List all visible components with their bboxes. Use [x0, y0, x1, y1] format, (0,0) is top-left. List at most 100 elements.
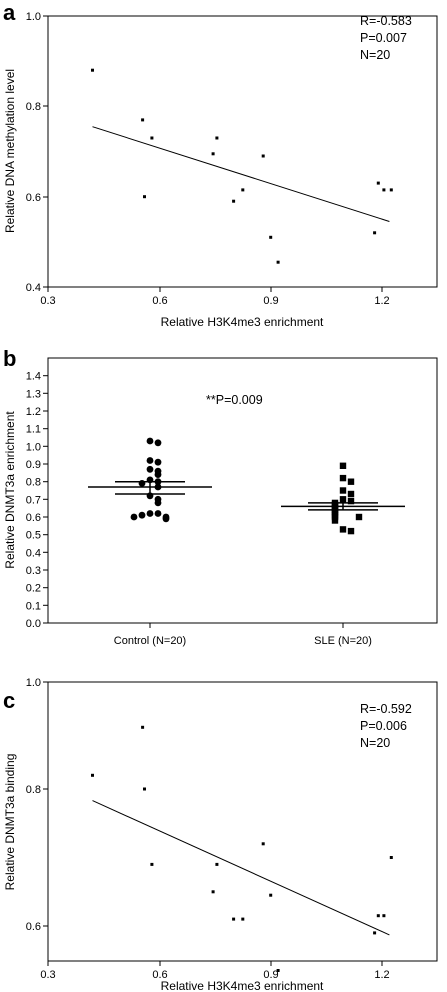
- panel-b-control-point: [146, 465, 154, 473]
- panel-a-x-axis-label: Relative H3K4me3 enrichment: [161, 315, 324, 329]
- panel-b-y-tick-label: 0.7: [26, 494, 41, 506]
- panel-c-data-point: [389, 856, 393, 859]
- panel-a-data-point: [389, 188, 393, 192]
- panel-b-control-point: [162, 515, 170, 523]
- panel-c-letter: c: [3, 688, 15, 713]
- panel-a-data-point: [215, 136, 219, 140]
- panel-b-control-point: [154, 439, 162, 447]
- panel-a-annotation-p: P=0.007: [360, 31, 407, 45]
- panel-b-sle-point: [339, 496, 347, 503]
- panel-c-data-point: [211, 890, 215, 894]
- panel-b-letter: b: [3, 346, 16, 371]
- panel-c-x-axis-label: Relative H3K4me3 enrichment: [161, 979, 324, 992]
- panel-b-y-ticks: 0.0 0.1 0.2 0.3 0.4 0.5 0.6 0.7 0.8 0.9 1.0 1.1 1.2 1…: [26, 371, 48, 630]
- panel-b-y-tick-label: 1.2: [26, 406, 41, 418]
- panel-c-annotation-n: N=20: [360, 736, 390, 750]
- panel-c-data-point: [376, 914, 380, 918]
- panel-b-category-label: SLE (N=20): [314, 635, 372, 647]
- panel-a-x-tick-label: 1.2: [374, 295, 389, 307]
- panel-b-y-tick-label: 0.0: [26, 618, 41, 630]
- panel-b-sle-point: [347, 497, 355, 505]
- panel-c-frame: [47, 681, 438, 962]
- panel-a-y-axis-label: Relative DNA methylation level: [3, 69, 17, 233]
- panel-b-y-tick-label: 0.5: [26, 530, 41, 542]
- panel-a-x-ticks: 0.3 0.6 0.9 1.2: [40, 287, 390, 307]
- panel-c-x-tick-label: 0.9: [263, 969, 278, 981]
- panel-a-x-tick-label: 0.3: [40, 295, 55, 307]
- panel-a-data-point: [382, 188, 386, 192]
- panel-a-data-point: [276, 260, 280, 264]
- panel-c-x-tick-label: 1.2: [374, 969, 389, 981]
- panel-b-control-point: [154, 458, 162, 466]
- panel-a-data-point: [241, 188, 245, 192]
- panel-b-control-point: [146, 437, 154, 445]
- panel-a-data-point: [232, 199, 236, 203]
- panel-b-sle-point: [339, 487, 347, 494]
- panel-b-control-point: [154, 499, 162, 507]
- panel-b-control-point: [154, 471, 162, 478]
- panel-b-control-point: [154, 478, 162, 486]
- panel-a-data-point: [150, 136, 154, 140]
- panel-b-sle-point: [347, 478, 355, 485]
- panel-c-y-tick-label: 1.0: [26, 677, 41, 689]
- panel-a-data-point: [261, 154, 265, 158]
- panel-a-data-point: [143, 195, 146, 199]
- panel-b-points: [130, 437, 363, 535]
- panel-c: c 0.3 0.6 0.9 1.2 0.6 0.8 1.0 Relative H…: [3, 677, 438, 992]
- panel-b-y-tick-label: 0.8: [26, 477, 41, 489]
- panel-a-x-tick-label: 0.9: [263, 295, 278, 307]
- panel-c-points: [91, 725, 393, 972]
- panel-b-control-point: [146, 476, 154, 484]
- panel-a-fit-line-group: [92, 126, 390, 222]
- panel-c-data-point: [150, 862, 154, 866]
- panel-c-y-tick-label: 0.8: [26, 784, 41, 796]
- panel-b-y-tick-label: 1.3: [26, 388, 41, 400]
- panel-b-error-bars: [88, 480, 405, 511]
- panel-b-sle-point: [331, 517, 339, 524]
- panel-b-sle-point: [339, 462, 347, 469]
- panel-a-annotation-r: R=-0.583: [360, 14, 412, 28]
- panel-b-y-tick-label: 0.3: [26, 565, 41, 577]
- panel-b-sle-point: [331, 513, 339, 521]
- panel-b-y-tick-label: 1.0: [26, 441, 41, 453]
- panel-b-control-point: [154, 510, 162, 517]
- panel-b-sle-point: [355, 513, 363, 521]
- panel-b-frame: [47, 357, 438, 624]
- panel-c-annotation-p: P=0.006: [360, 719, 407, 733]
- panel-a-data-point: [91, 68, 94, 72]
- panel-b-sle-point: [347, 527, 355, 535]
- panel-b-control-point: [154, 483, 162, 491]
- panel-a-fit-line: [92, 126, 390, 222]
- panel-a-annotation-n: N=20: [360, 48, 390, 62]
- panel-a-x-tick-label: 0.6: [152, 295, 167, 307]
- panel-b-annotation-p: **P=0.009: [206, 393, 263, 407]
- panel-c-annotation-r: R=-0.592: [360, 702, 412, 716]
- panel-c-data-point: [382, 914, 386, 918]
- panel-c-x-tick-label: 0.3: [40, 969, 55, 981]
- panel-a: a 0.3 0.6 0.9 1.2 0.4 0.6 0.8 1.0 Relati…: [3, 0, 438, 329]
- panel-c-y-tick-label: 0.6: [26, 921, 41, 933]
- panel-a-y-tick-label: 0.6: [26, 192, 41, 204]
- panel-b-sle-point: [339, 526, 347, 533]
- panel-a-y-ticks: 0.4 0.6 0.8 1.0: [26, 11, 48, 294]
- panel-c-data-point: [373, 931, 377, 935]
- panel-b-control-point: [146, 492, 154, 500]
- panel-b-y-tick-label: 0.4: [26, 547, 41, 559]
- panel-c-data-point: [143, 787, 146, 791]
- panel-c-fit-line-group: [92, 800, 390, 936]
- panel-c-data-point: [241, 917, 245, 921]
- panel-a-y-tick-label: 0.4: [26, 282, 41, 294]
- panel-b: b 0.0 0.1 0.2 0.3 0.4 0.5 0.6 0.7 0.8 0.9 1.0 1.1 1.…: [3, 346, 438, 647]
- panel-a-data-point: [269, 235, 273, 239]
- panel-c-data-point: [261, 842, 265, 846]
- panel-b-y-tick-label: 1.4: [26, 371, 41, 383]
- panel-c-data-point: [91, 773, 94, 777]
- panel-a-y-tick-label: 1.0: [26, 11, 41, 23]
- panel-c-fit-line: [92, 800, 390, 936]
- panel-c-data-point: [232, 917, 236, 921]
- panel-c-y-axis-label: Relative DNMT3a binding: [3, 754, 17, 891]
- panel-b-y-tick-label: 1.1: [26, 424, 41, 436]
- panel-b-control-point: [130, 513, 138, 521]
- panel-a-points: [91, 68, 393, 264]
